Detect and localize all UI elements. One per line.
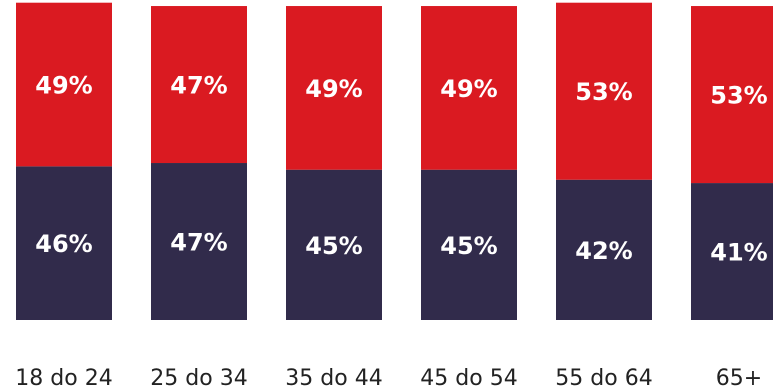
data-label-lower-5: 42% <box>575 237 632 265</box>
bar-upper-5 <box>556 2 652 180</box>
category-label-1: 18 do 24 <box>15 366 112 389</box>
data-label-lower-6: 41% <box>710 239 767 267</box>
bar-upper-1 <box>16 2 112 167</box>
data-label-upper-6: 53% <box>710 82 767 110</box>
bar-upper-3 <box>286 6 382 170</box>
category-label-6: 65+ <box>716 366 762 389</box>
bar-upper-4 <box>421 6 517 170</box>
data-label-lower-2: 47% <box>170 229 227 257</box>
category-labels: 18 do 24 25 do 34 35 do 44 45 do 54 55 do 64… <box>15 366 762 389</box>
category-label-5: 55 do 64 <box>555 366 652 389</box>
bar-lower-2 <box>151 163 247 320</box>
category-label-3: 35 do 44 <box>285 366 382 389</box>
data-label-lower-4: 45% <box>440 232 497 260</box>
bars-group: 46% 49% 47% 47% 45% 49% 45% 49% 42% 53% 41% 53% <box>16 2 773 320</box>
bar-upper-2 <box>151 6 247 164</box>
bar-lower-4 <box>421 169 517 320</box>
data-label-upper-4: 49% <box>440 75 497 103</box>
data-label-upper-2: 47% <box>170 72 227 100</box>
data-label-upper-3: 49% <box>305 75 362 103</box>
bar-lower-1 <box>16 166 112 320</box>
data-label-upper-1: 49% <box>35 72 92 100</box>
bar-lower-5 <box>556 179 652 320</box>
data-label-lower-3: 45% <box>305 232 362 260</box>
data-label-lower-1: 46% <box>35 230 92 258</box>
bar-lower-3 <box>286 169 382 320</box>
category-label-2: 25 do 34 <box>150 366 247 389</box>
category-label-4: 45 do 54 <box>420 366 517 389</box>
bar-lower-6 <box>691 183 773 320</box>
data-label-upper-5: 53% <box>575 78 632 106</box>
bar-upper-6 <box>691 6 773 184</box>
